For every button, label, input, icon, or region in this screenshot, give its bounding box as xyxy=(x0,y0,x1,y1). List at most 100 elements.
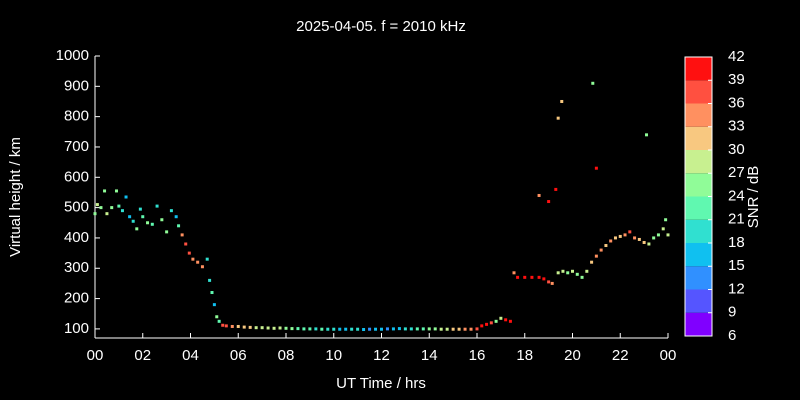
colorbar-band xyxy=(685,150,712,174)
colorbar-tick-label: 42 xyxy=(728,48,745,65)
point xyxy=(215,315,219,319)
point xyxy=(609,239,613,243)
point xyxy=(628,230,632,234)
point xyxy=(469,327,473,331)
point xyxy=(272,326,276,330)
point xyxy=(217,319,221,323)
colorbar-band xyxy=(685,126,712,150)
point xyxy=(523,275,527,279)
point xyxy=(637,237,641,241)
x-tick-label: 00 xyxy=(87,347,104,364)
point xyxy=(338,327,342,331)
point xyxy=(618,234,622,238)
point xyxy=(374,327,378,331)
point xyxy=(439,327,443,331)
point xyxy=(494,319,498,323)
point xyxy=(613,236,617,240)
point xyxy=(647,242,651,246)
x-tick-label: 22 xyxy=(612,347,629,364)
point xyxy=(550,281,554,285)
colorbar-tick-label: 36 xyxy=(728,94,745,111)
point xyxy=(585,269,589,273)
point xyxy=(93,212,97,216)
point xyxy=(165,230,169,234)
point xyxy=(242,325,246,329)
point xyxy=(344,327,348,331)
point xyxy=(296,327,300,331)
point xyxy=(248,325,252,329)
point xyxy=(177,224,181,228)
point xyxy=(415,327,419,331)
point xyxy=(302,327,306,331)
point xyxy=(571,269,574,273)
point xyxy=(512,271,516,275)
point xyxy=(427,327,431,331)
point xyxy=(99,206,103,210)
point xyxy=(210,291,214,295)
point xyxy=(135,227,139,231)
colorbar-tick-label: 21 xyxy=(728,211,745,228)
colorbar-tick-label: 39 xyxy=(728,71,745,88)
point xyxy=(445,327,449,331)
point xyxy=(284,326,288,330)
point xyxy=(485,322,489,326)
point xyxy=(421,327,425,331)
x-axis-label: UT Time / hrs xyxy=(336,375,426,392)
colorbar-tick-label: 15 xyxy=(728,257,745,274)
point xyxy=(191,257,195,261)
colorbar-tick-label: 27 xyxy=(728,164,745,181)
colorbar-band xyxy=(685,289,712,313)
colorbar-band xyxy=(685,103,712,127)
point xyxy=(260,326,264,330)
colorbar-band xyxy=(685,312,712,336)
x-tick-label: 12 xyxy=(373,347,390,364)
point xyxy=(236,324,240,328)
x-tick-label: 10 xyxy=(325,347,342,364)
point xyxy=(554,187,558,191)
point xyxy=(591,81,595,85)
point xyxy=(542,277,546,281)
point xyxy=(480,324,484,328)
point xyxy=(114,189,118,193)
point xyxy=(326,327,330,331)
point xyxy=(656,233,660,237)
point xyxy=(205,257,209,261)
colorbar-band xyxy=(685,219,712,243)
y-tick-label: 200 xyxy=(64,290,89,307)
colorbar-band xyxy=(685,57,712,81)
point xyxy=(604,244,608,248)
point xyxy=(594,166,598,170)
point xyxy=(141,215,145,219)
point xyxy=(332,327,336,331)
point xyxy=(138,207,142,211)
colorbar-band xyxy=(685,173,712,197)
point xyxy=(580,275,584,279)
point xyxy=(208,278,212,282)
point xyxy=(575,272,579,276)
point xyxy=(187,251,191,255)
colorbar-band xyxy=(685,80,712,104)
point xyxy=(131,219,135,223)
colorbar-tick-label: 9 xyxy=(728,304,736,321)
point xyxy=(623,233,627,237)
point xyxy=(212,303,216,307)
point xyxy=(150,222,154,226)
point xyxy=(174,215,178,219)
point xyxy=(105,212,109,216)
x-tick-label: 00 xyxy=(660,347,677,364)
point xyxy=(117,204,121,208)
point xyxy=(356,327,360,331)
point xyxy=(95,203,99,207)
point xyxy=(475,327,479,331)
colorbar-tick-label: 30 xyxy=(728,141,745,158)
chart-title: 2025-04-05. f = 2010 kHz xyxy=(296,18,466,35)
point xyxy=(547,280,551,284)
y-tick-label: 300 xyxy=(64,259,89,276)
point xyxy=(537,275,541,279)
point xyxy=(254,326,258,330)
point xyxy=(160,218,164,222)
point xyxy=(457,327,461,331)
point xyxy=(664,218,668,222)
point xyxy=(266,326,270,330)
